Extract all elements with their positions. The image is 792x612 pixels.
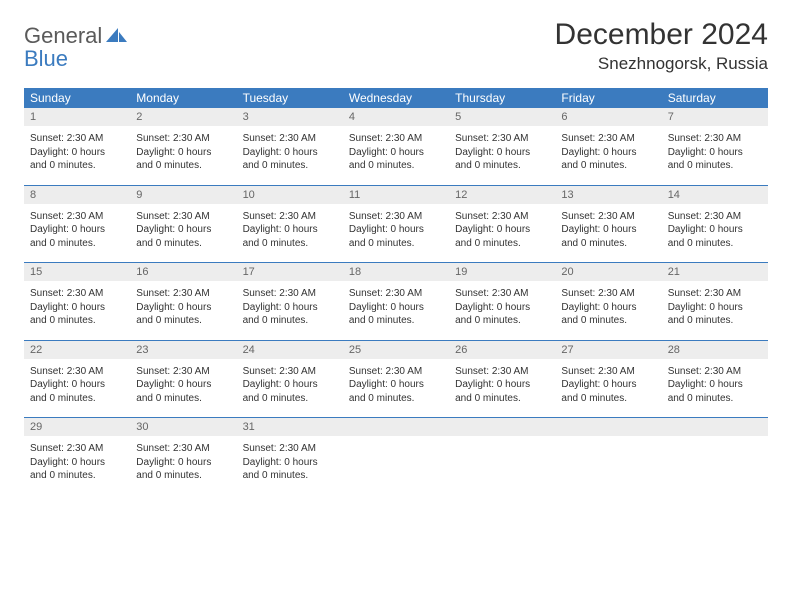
- day-number: 8: [24, 185, 130, 204]
- day-number: 19: [449, 263, 555, 282]
- day-number: 22: [24, 340, 130, 359]
- day-cell: Sunset: 2:30 AMDaylight: 0 hours and 0 m…: [24, 281, 130, 340]
- day-cell: Sunset: 2:30 AMDaylight: 0 hours and 0 m…: [343, 204, 449, 263]
- day-number: 25: [343, 340, 449, 359]
- day-content-row: Sunset: 2:30 AMDaylight: 0 hours and 0 m…: [24, 436, 768, 495]
- day-number: 4: [343, 108, 449, 126]
- day-number: 16: [130, 263, 236, 282]
- day-cell: Sunset: 2:30 AMDaylight: 0 hours and 0 m…: [237, 281, 343, 340]
- day-cell: Sunset: 2:30 AMDaylight: 0 hours and 0 m…: [662, 359, 768, 418]
- day-number: 27: [555, 340, 661, 359]
- day-header: Sunday: [24, 88, 130, 108]
- day-number: 24: [237, 340, 343, 359]
- day-content-row: Sunset: 2:30 AMDaylight: 0 hours and 0 m…: [24, 204, 768, 263]
- day-cell: Sunset: 2:30 AMDaylight: 0 hours and 0 m…: [237, 436, 343, 495]
- month-title: December 2024: [555, 18, 768, 52]
- day-number: 17: [237, 263, 343, 282]
- day-number-row: 293031: [24, 418, 768, 437]
- brand-logo: General Blue: [24, 18, 128, 71]
- day-cell: Sunset: 2:30 AMDaylight: 0 hours and 0 m…: [130, 126, 236, 185]
- day-number: 21: [662, 263, 768, 282]
- day-number: 1: [24, 108, 130, 126]
- day-cell: Sunset: 2:30 AMDaylight: 0 hours and 0 m…: [555, 281, 661, 340]
- day-cell: Sunset: 2:30 AMDaylight: 0 hours and 0 m…: [662, 204, 768, 263]
- title-block: December 2024 Snezhnogorsk, Russia: [555, 18, 768, 74]
- day-cell: Sunset: 2:30 AMDaylight: 0 hours and 0 m…: [130, 204, 236, 263]
- day-content-row: Sunset: 2:30 AMDaylight: 0 hours and 0 m…: [24, 359, 768, 418]
- day-content-row: Sunset: 2:30 AMDaylight: 0 hours and 0 m…: [24, 281, 768, 340]
- calendar-body: 1234567Sunset: 2:30 AMDaylight: 0 hours …: [24, 108, 768, 495]
- day-number: 29: [24, 418, 130, 437]
- calendar-table: Sunday Monday Tuesday Wednesday Thursday…: [24, 88, 768, 495]
- day-number-row: 22232425262728: [24, 340, 768, 359]
- day-number: 28: [662, 340, 768, 359]
- day-cell: [343, 436, 449, 495]
- day-number: 9: [130, 185, 236, 204]
- day-header: Friday: [555, 88, 661, 108]
- day-cell: Sunset: 2:30 AMDaylight: 0 hours and 0 m…: [555, 359, 661, 418]
- day-number-row: 15161718192021: [24, 263, 768, 282]
- day-header: Thursday: [449, 88, 555, 108]
- day-number: 12: [449, 185, 555, 204]
- day-cell: [449, 436, 555, 495]
- brand-word-2: Blue: [24, 46, 68, 71]
- day-number: [662, 418, 768, 437]
- day-number: 18: [343, 263, 449, 282]
- day-header: Tuesday: [237, 88, 343, 108]
- day-cell: Sunset: 2:30 AMDaylight: 0 hours and 0 m…: [130, 436, 236, 495]
- header: General Blue December 2024 Snezhnogorsk,…: [24, 18, 768, 74]
- day-number: [555, 418, 661, 437]
- day-number: 2: [130, 108, 236, 126]
- brand-sail-icon: [106, 26, 128, 49]
- day-number: 3: [237, 108, 343, 126]
- day-number-row: 1234567: [24, 108, 768, 126]
- day-cell: Sunset: 2:30 AMDaylight: 0 hours and 0 m…: [449, 281, 555, 340]
- day-number: 11: [343, 185, 449, 204]
- location-label: Snezhnogorsk, Russia: [555, 54, 768, 74]
- day-cell: Sunset: 2:30 AMDaylight: 0 hours and 0 m…: [24, 436, 130, 495]
- day-number: 14: [662, 185, 768, 204]
- calendar-header-row: Sunday Monday Tuesday Wednesday Thursday…: [24, 88, 768, 108]
- day-cell: [555, 436, 661, 495]
- day-number: 23: [130, 340, 236, 359]
- day-cell: Sunset: 2:30 AMDaylight: 0 hours and 0 m…: [343, 281, 449, 340]
- day-number: 10: [237, 185, 343, 204]
- day-number: 13: [555, 185, 661, 204]
- day-header: Saturday: [662, 88, 768, 108]
- day-cell: Sunset: 2:30 AMDaylight: 0 hours and 0 m…: [130, 359, 236, 418]
- day-number: 26: [449, 340, 555, 359]
- day-cell: Sunset: 2:30 AMDaylight: 0 hours and 0 m…: [237, 359, 343, 418]
- day-number: 20: [555, 263, 661, 282]
- day-cell: Sunset: 2:30 AMDaylight: 0 hours and 0 m…: [449, 204, 555, 263]
- day-cell: Sunset: 2:30 AMDaylight: 0 hours and 0 m…: [130, 281, 236, 340]
- day-cell: Sunset: 2:30 AMDaylight: 0 hours and 0 m…: [237, 126, 343, 185]
- day-cell: Sunset: 2:30 AMDaylight: 0 hours and 0 m…: [24, 126, 130, 185]
- day-cell: Sunset: 2:30 AMDaylight: 0 hours and 0 m…: [343, 359, 449, 418]
- day-cell: Sunset: 2:30 AMDaylight: 0 hours and 0 m…: [24, 204, 130, 263]
- day-number: 6: [555, 108, 661, 126]
- day-number: 15: [24, 263, 130, 282]
- day-content-row: Sunset: 2:30 AMDaylight: 0 hours and 0 m…: [24, 126, 768, 185]
- day-number: 30: [130, 418, 236, 437]
- brand-word-1: General: [24, 23, 102, 48]
- day-header: Monday: [130, 88, 236, 108]
- day-number: 31: [237, 418, 343, 437]
- day-cell: Sunset: 2:30 AMDaylight: 0 hours and 0 m…: [24, 359, 130, 418]
- day-cell: Sunset: 2:30 AMDaylight: 0 hours and 0 m…: [662, 281, 768, 340]
- day-cell: [662, 436, 768, 495]
- day-number: [343, 418, 449, 437]
- day-cell: Sunset: 2:30 AMDaylight: 0 hours and 0 m…: [555, 126, 661, 185]
- day-header: Wednesday: [343, 88, 449, 108]
- day-number: 5: [449, 108, 555, 126]
- day-cell: Sunset: 2:30 AMDaylight: 0 hours and 0 m…: [662, 126, 768, 185]
- day-cell: Sunset: 2:30 AMDaylight: 0 hours and 0 m…: [555, 204, 661, 263]
- day-cell: Sunset: 2:30 AMDaylight: 0 hours and 0 m…: [449, 359, 555, 418]
- day-cell: Sunset: 2:30 AMDaylight: 0 hours and 0 m…: [449, 126, 555, 185]
- day-cell: Sunset: 2:30 AMDaylight: 0 hours and 0 m…: [343, 126, 449, 185]
- day-number: [449, 418, 555, 437]
- day-number-row: 891011121314: [24, 185, 768, 204]
- day-number: 7: [662, 108, 768, 126]
- day-cell: Sunset: 2:30 AMDaylight: 0 hours and 0 m…: [237, 204, 343, 263]
